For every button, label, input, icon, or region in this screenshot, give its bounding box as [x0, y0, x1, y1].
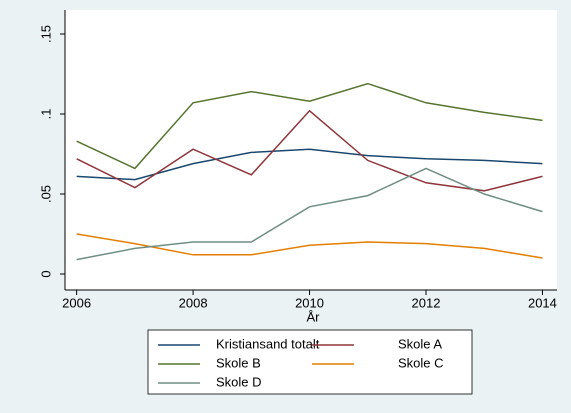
y-tick-label: .1: [38, 109, 53, 120]
y-tick-label: .15: [38, 25, 53, 43]
legend-label: Skole C: [398, 355, 444, 370]
x-axis-label: År: [307, 309, 321, 324]
series-line: [76, 82, 543, 170]
x-tick-label: 2006: [62, 295, 91, 310]
x-tick-label: 2008: [179, 295, 208, 310]
x-tick-label: 2012: [412, 295, 441, 310]
y-tick-label: .05: [38, 185, 53, 203]
legend-label: Skole A: [398, 336, 442, 351]
legend-label: Kristiansand totalt: [216, 336, 320, 351]
legend: [147, 329, 473, 395]
legend-label: Skole B: [216, 355, 261, 370]
series-line: [76, 233, 543, 259]
series-line: [76, 109, 543, 192]
legend-label: Skole D: [216, 374, 262, 389]
x-tick-label: 2010: [295, 295, 324, 310]
series-line: [76, 167, 543, 261]
x-tick-label: 2014: [528, 295, 557, 310]
y-tick-label: 0: [38, 270, 53, 277]
